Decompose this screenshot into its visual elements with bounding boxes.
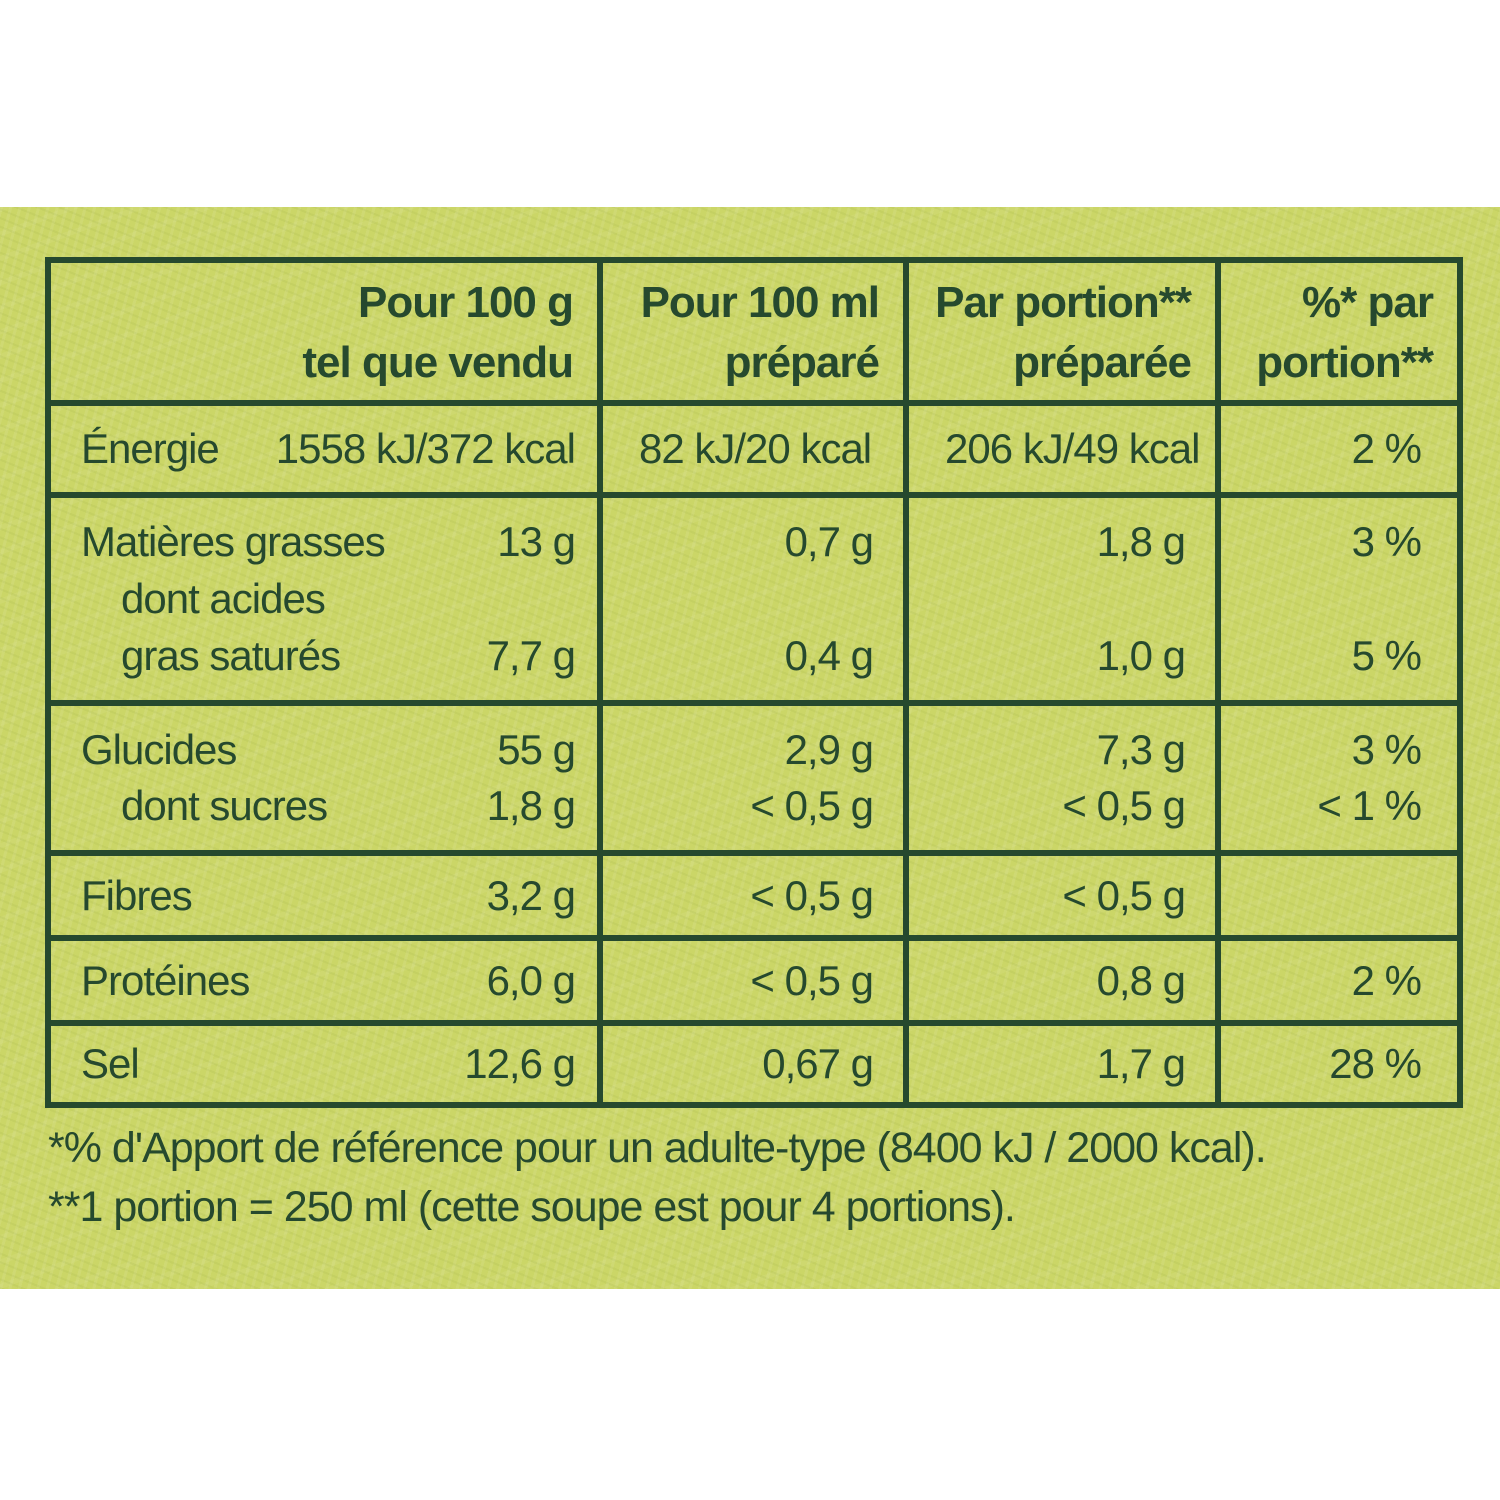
footnote-portion-definition: **1 portion = 250 ml (cette soupe est po…	[48, 1183, 1016, 1231]
row-proteines: Protéines 6,0 g < 0,5 g 0,8 g 2 %	[45, 935, 1463, 1026]
value-per-100g: 1558 kJ/372 kcal	[275, 425, 576, 472]
value-per-100ml: 2,9 g	[784, 726, 874, 773]
value-pct-portion: 2 %	[1351, 956, 1422, 1004]
value-pct-portion: < 1 %	[1317, 782, 1422, 829]
value-per-portion: < 0,5 g	[1062, 782, 1186, 829]
header-line: portion**	[1256, 337, 1434, 387]
row-glucides: Glucides 55 g dont sucres 1,8 g 2,9 g < …	[45, 700, 1463, 856]
value-per-100ml: < 0,5 g	[750, 871, 874, 919]
value-per-100g: 12,6 g	[464, 1040, 576, 1087]
header-line: Pour 100 ml	[640, 277, 880, 327]
header-pct-portion: %* par portion**	[1215, 257, 1463, 406]
header-per-100g: Pour 100 g tel que vendu	[45, 257, 603, 406]
value-per-portion: 1,0 g	[1096, 632, 1186, 679]
header-line: préparé	[724, 337, 880, 387]
row-matieres-grasses: Matières grasses 13 g dont acides gras s…	[45, 492, 1463, 706]
nutrient-label: Sel	[81, 1040, 140, 1087]
header-per-portion: Par portion** préparée	[903, 257, 1221, 406]
value-per-portion: 1,8 g	[1096, 518, 1186, 565]
value-per-portion: 1,7 g	[1096, 1040, 1186, 1087]
header-line: Pour 100 g	[358, 277, 574, 327]
value-pct-portion: 3 %	[1351, 518, 1422, 565]
row-fibres: Fibres 3,2 g < 0,5 g < 0,5 g	[45, 850, 1463, 941]
value-per-100ml: < 0,5 g	[750, 782, 874, 829]
nutrient-label: Protéines	[81, 956, 250, 1004]
value-per-100ml: 0,4 g	[784, 632, 874, 679]
value-per-100g: 55 g	[497, 726, 576, 773]
footnotes: *% d'Apport de référence pour un adulte-…	[48, 1119, 1468, 1237]
value-per-100g: 13 g	[497, 518, 576, 565]
header-per-100ml: Pour 100 ml préparé	[597, 257, 909, 406]
nutrient-label: Glucides	[81, 726, 237, 773]
header-row: Pour 100 g tel que vendu Pour 100 ml pré…	[45, 257, 1463, 406]
value-per-portion: < 0,5 g	[1062, 871, 1186, 919]
value-per-portion: 0,8 g	[1096, 956, 1186, 1004]
value-per-100ml: 0,67 g	[762, 1040, 874, 1087]
header-line: Par portion**	[935, 277, 1192, 327]
header-line: tel que vendu	[302, 337, 574, 387]
value-pct-portion: 3 %	[1351, 726, 1422, 773]
nutrient-label: Matières grasses	[81, 518, 386, 565]
value-per-100ml: 0,7 g	[784, 518, 874, 565]
value-per-100ml: < 0,5 g	[750, 956, 874, 1004]
row-sel: Sel 12,6 g 0,67 g 1,7 g 28 %	[45, 1020, 1463, 1108]
row-energie: Énergie 1558 kJ/372 kcal 82 kJ/20 kcal 2…	[45, 400, 1463, 498]
sub-nutrient-label: dont acides	[121, 575, 326, 622]
value-per-100ml: 82 kJ/20 kcal	[639, 425, 872, 472]
value-per-100g: 3,2 g	[486, 871, 576, 919]
nutrient-label: Fibres	[81, 871, 193, 919]
value-per-100g: 1,8 g	[486, 782, 576, 829]
value-pct-portion: 28 %	[1329, 1040, 1422, 1087]
nutrition-table: Pour 100 g tel que vendu Pour 100 ml pré…	[45, 257, 1463, 1108]
header-line: %* par	[1302, 277, 1434, 327]
value-per-portion: 7,3 g	[1096, 726, 1186, 773]
value-pct-portion: 5 %	[1351, 632, 1422, 679]
nutrient-label: Énergie	[81, 425, 220, 472]
header-line: préparée	[1013, 337, 1192, 387]
value-pct-portion: 2 %	[1351, 425, 1422, 472]
sub-nutrient-label: gras saturés	[121, 632, 341, 679]
value-per-100g: 6,0 g	[486, 956, 576, 1004]
value-per-100g: 7,7 g	[486, 632, 576, 679]
sub-nutrient-label: dont sucres	[121, 782, 328, 829]
value-per-portion: 206 kJ/49 kcal	[945, 425, 1200, 472]
footnote-reference-intake: *% d'Apport de référence pour un adulte-…	[48, 1124, 1267, 1172]
green-label-panel: Pour 100 g tel que vendu Pour 100 ml pré…	[0, 207, 1500, 1289]
